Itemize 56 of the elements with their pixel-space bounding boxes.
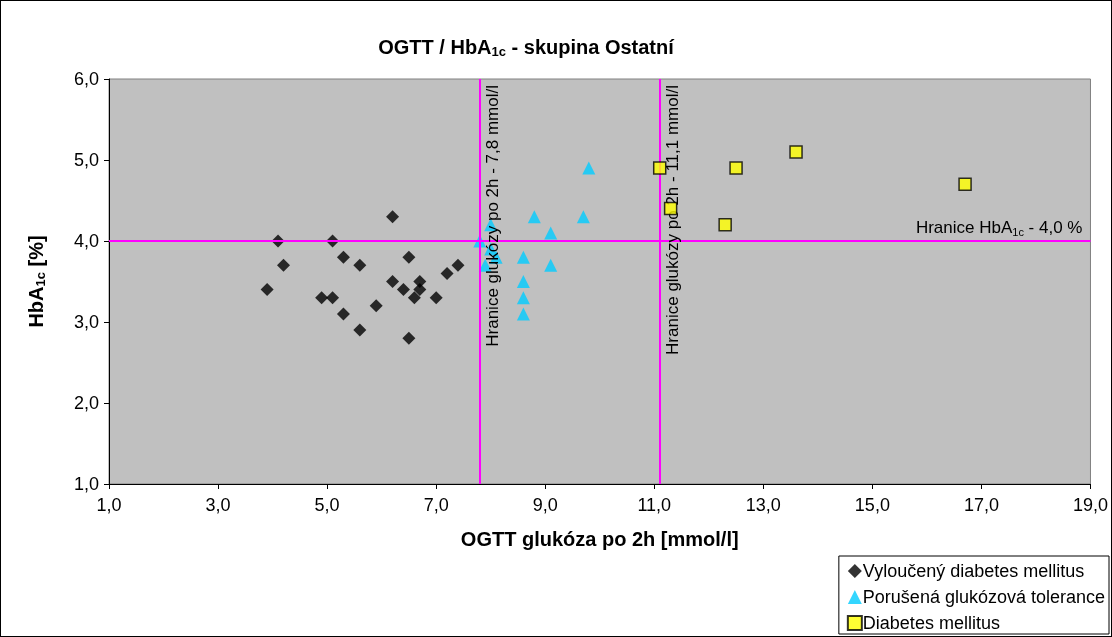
point <box>336 307 350 321</box>
x-tick-label: 7,0 <box>423 495 449 515</box>
ref-line-label: Hranice glukózy po 2h - 11,1 mmol/l <box>662 85 682 355</box>
point <box>407 291 421 305</box>
x-tick-label: 13,0 <box>745 495 781 515</box>
point <box>516 307 530 321</box>
point <box>260 283 274 297</box>
point <box>576 210 590 224</box>
point <box>353 323 367 337</box>
y-tick-label: 3,0 <box>73 312 99 332</box>
point <box>396 283 410 297</box>
point <box>386 275 400 288</box>
legend-label: Vyloučený diabetes mellitus <box>862 561 1085 581</box>
point <box>718 218 732 232</box>
point <box>516 275 530 288</box>
y-axis-title: HbA1c [%] <box>25 235 48 328</box>
point <box>451 258 465 272</box>
point <box>527 210 541 224</box>
point <box>544 226 558 240</box>
x-tick-label: 11,0 <box>637 495 672 515</box>
legend-label: Porušená glukózová tolerance <box>862 587 1105 607</box>
x-tick-label: 5,0 <box>314 495 340 515</box>
point <box>516 250 530 264</box>
ref-line-label: Hranice glukózy po 2h - 7,8 mmol/l <box>482 85 502 347</box>
point <box>402 331 416 345</box>
point <box>326 291 340 305</box>
point <box>729 161 743 175</box>
point <box>386 210 400 224</box>
point <box>429 291 443 305</box>
legend-label: Diabetes mellitus <box>862 613 1000 633</box>
point <box>440 266 454 280</box>
y-tick-label: 2,0 <box>73 393 99 413</box>
point <box>369 299 383 313</box>
point <box>315 291 329 305</box>
point <box>413 283 427 297</box>
point <box>353 258 367 272</box>
point <box>516 291 530 305</box>
x-tick-label: 19,0 <box>1072 495 1109 515</box>
point <box>789 145 803 159</box>
x-tick-label: 1,0 <box>96 495 122 515</box>
y-tick-label: 6,0 <box>73 69 99 89</box>
point <box>652 161 667 175</box>
point <box>402 250 416 264</box>
x-axis-title: OGTT glukóza po 2h [mmol/l] <box>460 528 739 550</box>
point <box>544 258 558 272</box>
y-tick-label: 1,0 <box>73 474 99 494</box>
y-tick-label: 5,0 <box>73 150 99 170</box>
x-tick-label: 15,0 <box>854 495 890 515</box>
x-tick-label: 17,0 <box>963 495 999 515</box>
x-tick-label: 3,0 <box>205 495 231 515</box>
point <box>276 258 290 272</box>
y-tick-label: 4,0 <box>73 231 99 251</box>
point <box>336 250 350 264</box>
point <box>958 177 972 192</box>
point <box>582 161 596 175</box>
x-tick-label: 9,0 <box>532 495 558 515</box>
